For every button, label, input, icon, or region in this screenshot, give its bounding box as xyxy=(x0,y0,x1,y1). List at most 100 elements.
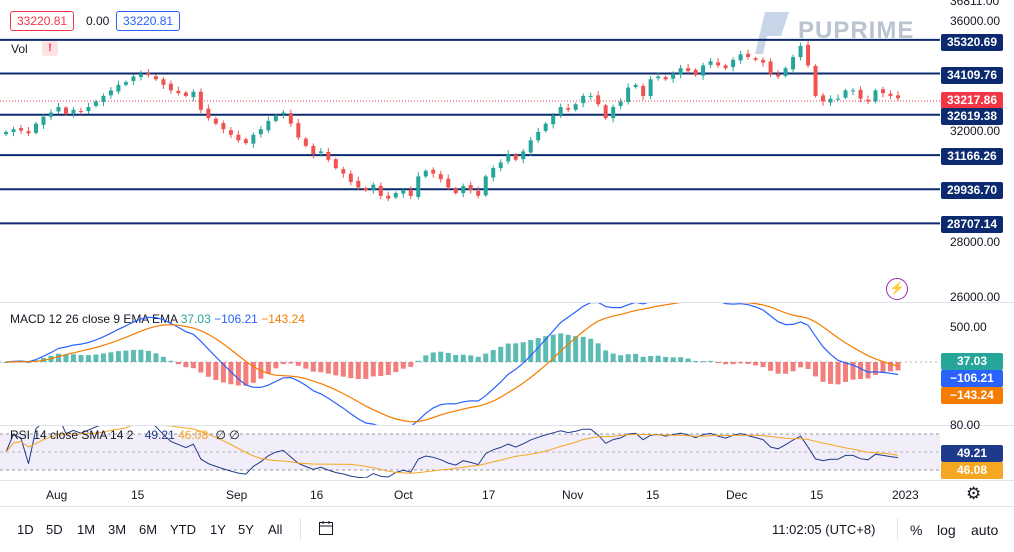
candle-body xyxy=(588,95,593,97)
candle-body xyxy=(731,59,736,68)
macd-histogram-bar xyxy=(55,353,61,362)
time-axis-tick: Nov xyxy=(562,488,584,502)
candle-body xyxy=(266,120,271,131)
candle-body xyxy=(663,77,668,80)
candle-body xyxy=(48,112,53,117)
timeframe-all[interactable]: All xyxy=(268,522,283,537)
macd-chart[interactable] xyxy=(0,303,940,425)
candle-body xyxy=(33,123,38,133)
macd-histogram-bar xyxy=(333,362,339,376)
macd-histogram-bar xyxy=(648,355,654,362)
candle-body xyxy=(738,54,743,61)
macd-histogram-bar xyxy=(160,356,166,362)
candle-body xyxy=(543,123,548,131)
macd-histogram-bar xyxy=(588,338,594,362)
price-axis-cut-label: 36811.00 xyxy=(950,0,1000,8)
candle-body xyxy=(318,151,323,154)
candle-body xyxy=(4,132,8,135)
candle-body xyxy=(753,58,758,60)
candle-body xyxy=(536,132,541,141)
candle-body xyxy=(476,190,481,196)
rsi-sma-value: 46.08 xyxy=(178,428,209,442)
macd-histogram-bar xyxy=(250,362,256,383)
warning-icon[interactable]: ! xyxy=(42,40,58,56)
candle-body xyxy=(281,112,286,115)
macd-histogram-bar xyxy=(520,342,526,362)
toolbar-border xyxy=(0,506,1014,507)
macd-histogram-bar xyxy=(393,362,399,373)
auto-scale-toggle[interactable]: auto xyxy=(971,522,999,538)
timeframe-1d[interactable]: 1D xyxy=(17,522,34,537)
candle-body xyxy=(648,79,653,96)
candle-body xyxy=(603,105,608,119)
macd-histogram-bar xyxy=(190,362,196,369)
macd-histogram-bar xyxy=(115,351,121,362)
macd-histogram-bar xyxy=(280,362,286,365)
macd-title[interactable]: MACD 12 26 close 9 EMA EMA 37.03 −106.21… xyxy=(10,312,305,326)
timeframe-6m[interactable]: 6M xyxy=(139,522,158,537)
candle-body xyxy=(228,130,233,135)
macd-histogram-bar xyxy=(145,350,151,362)
settings-gear-icon[interactable]: ⚙ xyxy=(966,484,982,503)
timeframe-3m[interactable]: 3M xyxy=(108,522,127,537)
timeframe-1y[interactable]: 1Y xyxy=(210,522,226,537)
timeframe-1m[interactable]: 1M xyxy=(77,522,96,537)
timeframe-5d[interactable]: 5D xyxy=(46,522,63,537)
candle-body xyxy=(618,101,623,106)
candle-body xyxy=(716,62,721,66)
candle-body xyxy=(333,159,338,169)
level-tag: 28707.14 xyxy=(941,216,1003,233)
candle-body xyxy=(723,65,728,69)
main-price-chart[interactable] xyxy=(0,0,940,300)
candle-body xyxy=(836,98,841,100)
candle-body xyxy=(101,95,106,103)
price-axis-tick: 32000.00 xyxy=(950,124,1001,138)
macd-histogram-bar xyxy=(235,362,241,386)
macd-histogram-bar xyxy=(295,362,301,366)
timeframe-ytd[interactable]: YTD xyxy=(170,522,196,537)
macd-hist-value: 37.03 xyxy=(180,312,211,326)
candle-body xyxy=(401,190,406,194)
clock-display[interactable]: 11:02:05 (UTC+8) xyxy=(772,522,876,537)
candle-body xyxy=(573,104,578,110)
time-axis-tick: 2023 xyxy=(892,488,919,502)
time-axis-tick: 15 xyxy=(810,488,824,502)
macd-histogram-bar xyxy=(828,362,834,384)
lightning-icon[interactable]: ⚡ xyxy=(886,278,908,300)
date-range-icon[interactable] xyxy=(318,520,334,536)
rsi-chart[interactable] xyxy=(0,426,940,478)
candle-body xyxy=(768,61,773,74)
candle-body xyxy=(686,68,691,71)
candle-body xyxy=(783,68,788,76)
candle-body xyxy=(843,90,848,98)
price-axis-tick: 28000.00 xyxy=(950,235,1001,249)
candle-body xyxy=(708,61,713,65)
timeframe-5y[interactable]: 5Y xyxy=(238,522,254,537)
log-scale-toggle[interactable]: log xyxy=(937,522,956,538)
signal-tag: −143.24 xyxy=(941,387,1003,404)
price-axis-tick: 26000.00 xyxy=(950,290,1001,304)
candle-body xyxy=(378,185,383,196)
panel-separator[interactable] xyxy=(0,425,1014,426)
percent-scale-toggle[interactable]: % xyxy=(910,522,923,538)
macd-histogram-bar xyxy=(670,357,676,362)
time-axis-tick: Oct xyxy=(394,488,413,502)
rsi-name: RSI 14 close SMA 14 2 xyxy=(10,428,134,442)
panel-separator[interactable] xyxy=(0,302,1014,303)
toolbar-divider xyxy=(300,518,301,540)
candle-body xyxy=(888,93,893,96)
rsi-title[interactable]: RSI 14 close SMA 14 2 49.21 46.08 ∅ ∅ xyxy=(10,428,240,442)
candle-body xyxy=(26,131,31,134)
macd-histogram-bar xyxy=(460,354,466,362)
macd-histogram-bar xyxy=(265,362,271,374)
volume-label[interactable]: Vol xyxy=(11,42,28,56)
candle-body xyxy=(701,65,706,76)
macd-histogram-bar xyxy=(880,362,886,373)
candle-body xyxy=(498,162,503,169)
candle-body xyxy=(326,151,331,160)
level-tag: 34109.76 xyxy=(941,67,1003,84)
candle-body xyxy=(63,107,68,114)
macd-histogram-bar xyxy=(138,349,144,362)
candle-body xyxy=(416,176,421,197)
macd-histogram-bar xyxy=(310,362,316,372)
